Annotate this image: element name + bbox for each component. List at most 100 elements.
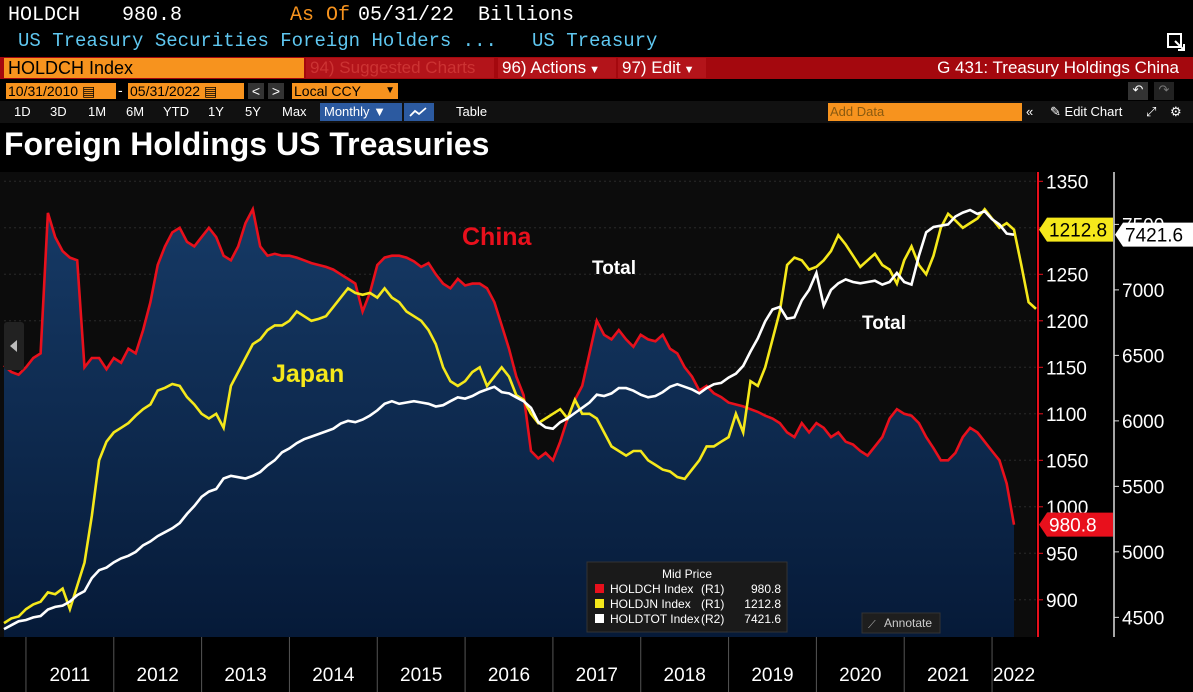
- legend-value: 1212.8: [744, 597, 781, 611]
- x-axis-tick-label: 2012: [137, 665, 179, 686]
- caret-down-icon: ▼: [680, 64, 695, 76]
- actions-label: 96) Actions: [502, 58, 587, 77]
- right-axis-tick-label: 5500: [1122, 477, 1164, 498]
- range-max[interactable]: Max: [282, 104, 307, 119]
- chart-area: 90095010001050110011501200125013001350 4…: [0, 172, 1193, 692]
- collapse-icon[interactable]: «: [1026, 104, 1034, 119]
- left-axis-tick-label: 1200: [1046, 312, 1088, 333]
- right-axis-tick-label: 6500: [1122, 346, 1164, 367]
- undo-icon[interactable]: ↶: [1128, 82, 1148, 100]
- annotation-label: China: [462, 223, 533, 251]
- prev-period-button[interactable]: <: [248, 83, 264, 99]
- range-ytd[interactable]: YTD: [163, 104, 189, 119]
- category: US Treasury: [532, 30, 658, 52]
- total-last-value: 7421.6: [1125, 226, 1183, 247]
- add-data-input[interactable]: Add Data: [828, 103, 1022, 121]
- japan-last-value-tag: [1039, 217, 1113, 242]
- left-axis-tick-label: 950: [1046, 544, 1078, 565]
- chart-title: Foreign Holdings US Treasuries: [4, 126, 490, 162]
- caret-down-icon: ▼: [385, 85, 395, 96]
- legend-axis-label: (R2): [701, 612, 724, 626]
- x-axis-tick-label: 2021: [927, 665, 969, 686]
- right-axis-tick-label: 5000: [1122, 543, 1164, 564]
- x-axis-tick-label: 2011: [49, 665, 90, 686]
- calendar-icon[interactable]: ▤: [81, 83, 96, 99]
- redo-icon[interactable]: ↷: [1154, 82, 1174, 100]
- chevron-left-icon: [10, 340, 17, 352]
- x-axis-tick-label: 2018: [664, 665, 706, 686]
- left-axis: 90095010001050110011501200125013001350: [1037, 172, 1088, 637]
- annotation-label: Japan: [272, 360, 344, 388]
- currency-text: Local CCY: [294, 83, 361, 99]
- end-date-input[interactable]: 05/31/2022 ▤: [128, 83, 244, 99]
- expand-icon[interactable]: ⤢: [1146, 104, 1157, 119]
- end-date-text: 05/31/2022: [130, 83, 201, 99]
- china-last-value-tag: [1039, 512, 1113, 537]
- x-axis-tick-label: 2020: [839, 665, 881, 686]
- actions-menu[interactable]: 96) Actions ▼: [498, 58, 616, 78]
- china-area: [4, 209, 1014, 637]
- total-last-value-tag: [1115, 222, 1193, 247]
- range-5y[interactable]: 5Y: [245, 104, 261, 119]
- annotate-button[interactable]: [861, 612, 941, 634]
- description: US Treasury Securities Foreign Holders .…: [18, 30, 497, 52]
- table-button[interactable]: Table: [456, 104, 488, 119]
- right-axis: 4500500055006000650070007500: [1113, 172, 1164, 637]
- legend-value: 980.8: [751, 582, 781, 596]
- pencil-icon: ⟋: [868, 619, 876, 631]
- security-header: HOLDCH 980.8 As Of 05/31/22 Billions: [0, 4, 1193, 30]
- edit-chart-button[interactable]: ✎ Edit Chart: [1050, 103, 1122, 121]
- china-last-value: 980.8: [1049, 516, 1097, 537]
- x-axis-tick-label: 2019: [751, 665, 793, 686]
- range-6m[interactable]: 6M: [126, 104, 145, 119]
- japan-line: [3, 207, 1037, 625]
- left-axis-tick-label: 1100: [1046, 405, 1087, 426]
- currency-select[interactable]: Local CCY ▼: [292, 83, 398, 99]
- next-period-button[interactable]: >: [268, 83, 284, 99]
- annotate-label: Annotate: [884, 616, 932, 630]
- x-axis-background: [0, 637, 1193, 692]
- date-dash: -: [118, 82, 123, 98]
- last-value: 980.8: [122, 4, 183, 27]
- range-1m[interactable]: 1M: [88, 104, 107, 119]
- edit-chart-label: Edit Chart: [1064, 104, 1123, 119]
- annotation-label: Total: [592, 258, 636, 279]
- right-axis-tick-label: 7000: [1122, 281, 1164, 302]
- page-title: G 431: Treasury Holdings China: [937, 58, 1179, 77]
- edit-label: 97) Edit: [622, 58, 681, 77]
- start-date-input[interactable]: 10/31/2010 ▤: [6, 83, 116, 99]
- x-axis-tick-label: 2015: [400, 665, 442, 686]
- x-axis-tick-label: 2022: [993, 665, 1035, 686]
- x-axis-tick-label: 2017: [576, 665, 618, 686]
- start-date-text: 10/31/2010: [8, 83, 79, 99]
- frequency-select[interactable]: Monthly ▼: [320, 103, 402, 121]
- x-axis-tick-label: 2013: [224, 665, 266, 686]
- legend-title: Mid Price: [662, 567, 712, 581]
- calendar-icon[interactable]: ▤: [203, 83, 218, 99]
- caret-down-icon: ▼: [586, 64, 601, 76]
- range-1d[interactable]: 1D: [14, 104, 31, 119]
- security-description: US Treasury Securities Foreign Holders .…: [0, 30, 1193, 54]
- legend-axis-label: (R1): [701, 597, 724, 611]
- as-of-label: As Of: [290, 4, 351, 27]
- command-bar: HOLDCH Index 94) Suggested Charts 96) Ac…: [0, 57, 1193, 79]
- left-axis-tick-label: 900: [1046, 591, 1078, 612]
- range-3d[interactable]: 3D: [50, 104, 67, 119]
- total-line: [3, 208, 1015, 631]
- annotation-label: Total: [862, 313, 906, 334]
- legend-series-label: HOLDJN Index: [610, 597, 691, 611]
- edit-menu[interactable]: 97) Edit ▼: [618, 58, 706, 78]
- suggested-charts-button[interactable]: 94) Suggested Charts: [306, 58, 494, 78]
- annotations: China Total Japan Total: [272, 223, 906, 388]
- line-chart-icon[interactable]: [404, 103, 434, 121]
- legend-swatch: [595, 599, 604, 608]
- right-axis-tick-label: 6000: [1122, 412, 1164, 433]
- gear-icon[interactable]: ⚙: [1170, 104, 1182, 119]
- export-icon[interactable]: [1166, 32, 1186, 58]
- units: Billions: [478, 4, 575, 27]
- security-input[interactable]: HOLDCH Index: [4, 58, 304, 78]
- x-axis-tick-label: 2014: [312, 665, 355, 686]
- left-axis-tick-label: 1250: [1046, 265, 1088, 286]
- legend-box: [586, 561, 788, 633]
- range-1y[interactable]: 1Y: [208, 104, 224, 119]
